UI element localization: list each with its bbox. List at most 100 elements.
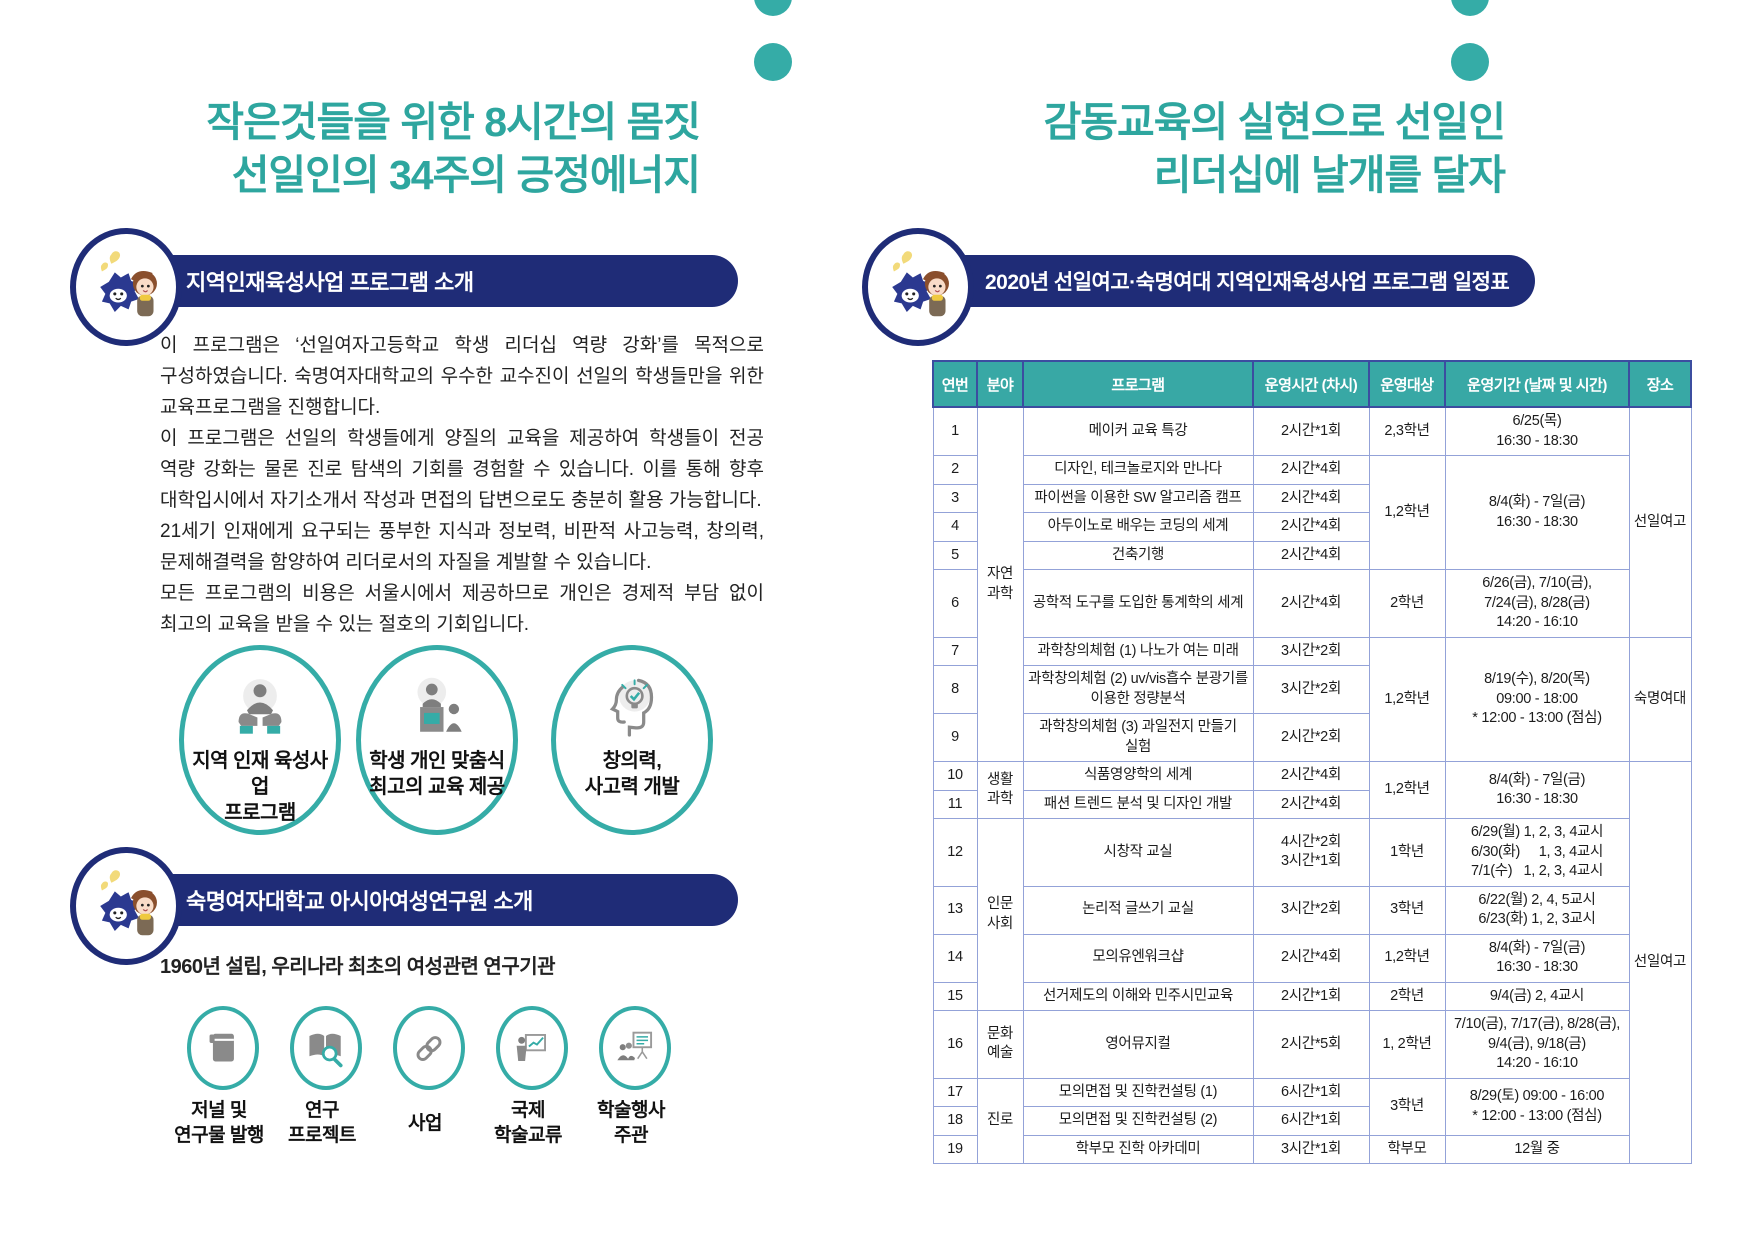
cell-target: 3학년 — [1368, 1077, 1446, 1136]
cell-program: 건축기행 — [1022, 540, 1254, 570]
cell-period: 9/4(금) 2, 4교시 — [1444, 981, 1630, 1011]
teal-dot-icon — [1451, 0, 1489, 16]
cell-program: 모의면접 및 진학컨설팅 (2) — [1022, 1106, 1254, 1136]
head-lightbulb-icon — [593, 670, 671, 748]
cell-no: 18 — [932, 1106, 978, 1136]
right-title-line1: 감동교육의 실현으로 선일인 — [1043, 99, 1506, 145]
table-header-row: 연번 분야 프로그램 운영시간 (차시) 운영대상 운영기간 (날짜 및 시간)… — [932, 360, 1692, 408]
cell-time: 2시간*1회 — [1252, 406, 1370, 456]
paragraph: 이 프로그램은 선일의 학생들에게 양질의 교육을 제공하여 학생들이 전공 역… — [160, 428, 764, 511]
cell-no: 2 — [932, 455, 978, 485]
mascot-illustration-icon — [892, 251, 949, 317]
cell-time: 2시간*4회 — [1252, 483, 1370, 513]
cell-program: 시창작 교실 — [1022, 818, 1254, 887]
cell-program: 선거제도의 이해와 민주시민교육 — [1022, 981, 1254, 1011]
cell-no: 14 — [932, 933, 978, 983]
cell-target: 1,2학년 — [1368, 636, 1446, 762]
cell-place: 숙명여대 — [1628, 636, 1692, 762]
cell-time: 2시간*4회 — [1252, 761, 1370, 791]
cell-place: 선일여고 — [1628, 406, 1692, 638]
cell-time: 6시간*1회 — [1252, 1106, 1370, 1136]
table-row: 3 파이썬을 이용한 SW 알고리즘 캠프 2시간*4회 — [932, 483, 1691, 513]
hands-person-icon — [221, 670, 299, 748]
cell-program: 모의유엔워크샵 — [1022, 933, 1254, 983]
cell-field: 문화 예술 — [976, 1010, 1024, 1079]
mini-circle — [393, 1006, 465, 1090]
cell-time: 2시간*1회 — [1252, 981, 1370, 1011]
teal-dot-icon — [754, 43, 792, 81]
mini-label: 국제 학술교류 — [494, 1100, 562, 1146]
cell-program: 식품영양학의 세계 — [1022, 761, 1254, 791]
cell-target: 3학년 — [1368, 885, 1446, 935]
cell-target: 2,3학년 — [1368, 406, 1446, 456]
cell-no: 15 — [932, 981, 978, 1011]
chain-link-icon — [416, 1036, 442, 1061]
teacher-podium-icon — [398, 670, 476, 748]
cell-no: 8 — [932, 665, 978, 714]
section1-header-bar: 지역인재육성사업 프로그램 소개 — [108, 255, 738, 307]
cell-time: 6시간*1회 — [1252, 1077, 1370, 1107]
paragraph: 21세기 인재에게 요구되는 풍부한 지식과 정보력, 비판적 사고능력, 창의… — [160, 521, 764, 573]
table-row: 1 자연 과학 메이커 교육 특강 2시간*1회 2,3학년 6/25(목) 1… — [932, 406, 1692, 762]
cell-field: 진로 — [976, 1077, 1024, 1164]
paragraph: 모든 프로그램의 비용은 서울시에서 제공하므로 개인은 경제적 부담 없이 최… — [160, 583, 764, 635]
journal-book-icon — [209, 1033, 234, 1062]
mini-label: 저널 및 연구물 발행 — [174, 1100, 264, 1146]
schedule-header-label: 2020년 선일여고·숙명여대 지역인재육성사업 프로그램 일정표 — [985, 271, 1510, 294]
feature-label-line2: 프로그램 — [224, 802, 296, 824]
cell-time: 4시간*2회 3시간*1회 — [1252, 818, 1370, 887]
teal-dot-icon — [754, 0, 792, 16]
cell-period: 6/26(금), 7/10(금), 7/24(금), 8/28(금) 14:20… — [1444, 569, 1630, 638]
cell-place: 선일여고 — [1628, 761, 1692, 1164]
cell-period: 8/4(화) - 7일(금) 16:30 - 18:30 — [1444, 761, 1630, 819]
table-row: 11 패션 트렌드 분석 및 디자인 개발 2시간*4회 — [932, 789, 1691, 819]
cell-program: 과학창의체험 (2) uv/vis흡수 분광기를 이용한 정량분석 — [1022, 665, 1254, 714]
table-row: 6 공학적 도구를 도입한 통계학의 세계 2시간*4회 2학년 6/26(금)… — [932, 569, 1691, 638]
left-title-line2: 선일인의 34주의 긍정에너지 — [231, 152, 701, 198]
mascot-illustration-icon — [100, 870, 157, 936]
cell-time: 3시간*2회 — [1252, 636, 1370, 666]
section2-header-label: 숙명여자대학교 아시아여성연구원 소개 — [186, 889, 533, 914]
cell-program: 공학적 도구를 도입한 통계학의 세계 — [1022, 569, 1254, 638]
cell-period: 12월 중 — [1444, 1134, 1630, 1164]
feature-label-line1: 지역 인재 육성사업 — [192, 750, 328, 798]
mini-label: 연구 프로젝트 — [288, 1100, 356, 1146]
cell-program: 과학창의체험 (1) 나노가 여는 미래 — [1022, 636, 1254, 666]
cell-time: 2시간*4회 — [1252, 455, 1370, 485]
cell-time: 3시간*2회 — [1252, 665, 1370, 714]
cell-field: 생활 과학 — [976, 761, 1024, 819]
mini-label: 학술행사 주관 — [597, 1100, 665, 1146]
cell-no: 4 — [932, 512, 978, 542]
section2-subtitle: 1960년 설립, 우리나라 최초의 여성관련 연구기관 — [160, 956, 556, 978]
schedule-table: 연번 분야 프로그램 운영시간 (차시) 운영대상 운영기간 (날짜 및 시간)… — [932, 360, 1692, 1164]
feature-circle-program: 지역 인재 육성사업 프로그램 — [179, 645, 341, 835]
table-row: 4 아두이노로 배우는 코딩의 세계 2시간*4회 — [932, 512, 1691, 542]
cell-target: 1,2학년 — [1368, 933, 1446, 983]
mascot-badge — [70, 228, 182, 346]
cell-program: 아두이노로 배우는 코딩의 세계 — [1022, 512, 1254, 542]
cell-target: 2학년 — [1368, 981, 1446, 1011]
cell-period: 8/29(토) 09:00 - 16:00 * 12:00 - 13:00 (점… — [1444, 1077, 1630, 1136]
cell-no: 10 — [932, 761, 978, 791]
table-row: 16 문화 예술 영어뮤지컬 2시간*5회 1, 2학년 7/10(금), 7/… — [932, 1010, 1691, 1079]
cell-no: 19 — [932, 1134, 978, 1164]
col-header-time: 운영시간 (차시) — [1252, 360, 1370, 408]
cell-no: 9 — [932, 713, 978, 762]
section1-header-label: 지역인재육성사업 프로그램 소개 — [186, 270, 474, 295]
feature-circle-education: 학생 개인 맞춤식 최고의 교육 제공 — [356, 645, 518, 835]
feature-label-line2: 최고의 교육 제공 — [369, 776, 505, 798]
cell-field: 자연 과학 — [976, 406, 1024, 762]
cell-program: 영어뮤지컬 — [1022, 1010, 1254, 1079]
cell-program: 논리적 글쓰기 교실 — [1022, 885, 1254, 935]
cell-program: 모의면접 및 진학컨설팅 (1) — [1022, 1077, 1254, 1107]
cell-period: 6/22(월) 2, 4, 5교시 6/23(화) 1, 2, 3교시 — [1444, 885, 1630, 935]
table-row: 17 진로 모의면접 및 진학컨설팅 (1) 6시간*1회 3학년 8/29(토… — [932, 1077, 1691, 1164]
schedule-table-container: 연번 분야 프로그램 운영시간 (차시) 운영대상 운영기간 (날짜 및 시간)… — [932, 360, 1692, 1164]
cell-no: 16 — [932, 1010, 978, 1079]
table-row: 19 학부모 진학 아카데미 3시간*1회 학부모 12월 중 — [932, 1134, 1691, 1164]
feature-circle-creativity: 창의력, 사고력 개발 — [551, 645, 713, 835]
cell-time: 2시간*4회 — [1252, 569, 1370, 638]
cell-target: 2학년 — [1368, 569, 1446, 638]
cell-period: 8/4(화) - 7일(금) 16:30 - 18:30 — [1444, 933, 1630, 983]
cell-program: 과학창의체험 (3) 과일전지 만들기 실험 — [1022, 713, 1254, 762]
